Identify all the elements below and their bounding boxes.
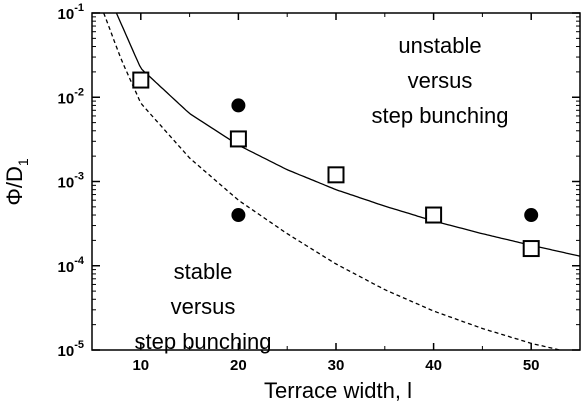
circle-marker — [524, 208, 539, 223]
y-tick-label-exponent: -1 — [74, 2, 84, 14]
circle-marker — [231, 208, 246, 223]
square-marker — [229, 130, 247, 148]
y-tick-label: 10-5 — [58, 339, 84, 360]
annotation-unstable-line-2: versus — [408, 68, 473, 93]
square-marker — [425, 206, 443, 224]
square-marker — [132, 71, 150, 89]
y-tick-label: 10-3 — [58, 171, 84, 192]
y-tick-label-exponent: -4 — [74, 255, 85, 267]
y-tick-label: 10-1 — [58, 2, 84, 23]
annotation-stable-line-2: versus — [171, 294, 236, 319]
x-tick-label: 20 — [230, 357, 247, 374]
solid-curve — [115, 13, 580, 257]
y-tick-label-exponent: -3 — [74, 171, 84, 183]
y-tick-label-base: 10 — [58, 259, 75, 276]
x-tick-label: 50 — [523, 357, 540, 374]
x-tick-label: 10 — [132, 357, 149, 374]
x-axis-title: Terrace width, l — [264, 378, 412, 403]
svg-text:Φ/D1: Φ/D1 — [2, 158, 31, 206]
y-tick-label-exponent: -2 — [74, 86, 84, 98]
y-tick-label: 10-4 — [58, 255, 85, 276]
annotation-stable-line-1: stable — [174, 259, 233, 284]
y-axis-title-sub: 1 — [15, 158, 31, 166]
y-tick-label-base: 10 — [58, 343, 75, 360]
y-tick-label-base: 10 — [58, 90, 75, 107]
annotation-stable-line-3: step bunching — [135, 329, 272, 354]
annotation-unstable-line-3: step bunching — [372, 103, 509, 128]
y-tick-label-base: 10 — [58, 6, 75, 23]
plot-frame — [91, 12, 581, 351]
circle-marker — [231, 98, 246, 113]
square-marker — [522, 240, 540, 258]
dashed-curve — [103, 13, 563, 350]
y-tick-label-exponent: -5 — [74, 339, 84, 351]
x-tick-label: 40 — [425, 357, 442, 374]
y-tick-label: 10-2 — [58, 86, 84, 107]
y-tick-label-base: 10 — [58, 175, 75, 192]
annotation-unstable-line-1: unstable — [398, 33, 481, 58]
y-axis-title-main: Φ/D — [2, 166, 27, 206]
y-axis-title: Φ/D1 — [2, 158, 31, 206]
square-marker — [327, 166, 345, 184]
x-tick-label: 30 — [328, 357, 345, 374]
